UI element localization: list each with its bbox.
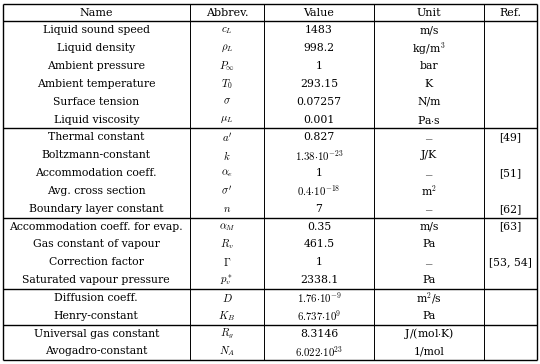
Text: 1483: 1483 xyxy=(305,25,333,35)
Text: Accommodation coeff.: Accommodation coeff. xyxy=(36,168,157,178)
Text: Pa: Pa xyxy=(422,311,436,321)
Text: 8.3146: 8.3146 xyxy=(300,329,338,339)
Text: [53, 54]: [53, 54] xyxy=(489,257,532,267)
Text: Gas constant of vapour: Gas constant of vapour xyxy=(33,240,160,249)
Text: 1: 1 xyxy=(315,61,322,71)
Text: 0.001: 0.001 xyxy=(303,115,335,124)
Text: Thermal constant: Thermal constant xyxy=(48,132,144,142)
Text: $p_v^*$: $p_v^*$ xyxy=(220,272,233,288)
Text: $\sigma'$: $\sigma'$ xyxy=(221,185,233,197)
Text: Boundary layer constant: Boundary layer constant xyxy=(29,204,164,214)
Text: Value: Value xyxy=(303,8,334,17)
Text: Avogadro-constant: Avogadro-constant xyxy=(45,347,147,356)
Text: $\alpha_M$: $\alpha_M$ xyxy=(219,221,235,233)
Text: 0.827: 0.827 xyxy=(303,132,335,142)
Text: $\alpha_e$: $\alpha_e$ xyxy=(221,167,233,179)
Text: Diffusion coeff.: Diffusion coeff. xyxy=(55,293,138,303)
Text: 1: 1 xyxy=(315,257,322,267)
Text: 0.35: 0.35 xyxy=(307,222,331,232)
Text: 0.07257: 0.07257 xyxy=(296,97,341,107)
Text: $N_A$: $N_A$ xyxy=(219,344,235,359)
Text: $6.022{\cdot}10^{23}$: $6.022{\cdot}10^{23}$ xyxy=(295,344,343,359)
Text: $1.38{\cdot}10^{-23}$: $1.38{\cdot}10^{-23}$ xyxy=(295,148,343,162)
Text: Accommodation coeff. for evap.: Accommodation coeff. for evap. xyxy=(9,222,183,232)
Text: Ambient pressure: Ambient pressure xyxy=(48,61,145,71)
Text: kg/m$^3$: kg/m$^3$ xyxy=(412,40,445,56)
Text: $\sigma$: $\sigma$ xyxy=(223,97,231,107)
Text: 2338.1: 2338.1 xyxy=(300,275,338,285)
Text: Universal gas constant: Universal gas constant xyxy=(33,329,159,339)
Text: bar: bar xyxy=(420,61,438,71)
Text: $\rho_L$: $\rho_L$ xyxy=(221,43,233,54)
Text: $c_L$: $c_L$ xyxy=(221,25,233,36)
Text: $-$: $-$ xyxy=(424,204,434,214)
Text: $\Gamma$: $\Gamma$ xyxy=(223,256,231,268)
Text: m$^2$/s: m$^2$/s xyxy=(416,290,442,306)
Text: Boltzmann-constant: Boltzmann-constant xyxy=(42,150,151,160)
Text: $1.76{\cdot}10^{-9}$: $1.76{\cdot}10^{-9}$ xyxy=(296,291,341,305)
Text: $P_\infty$: $P_\infty$ xyxy=(219,59,235,73)
Text: $\mu_L$: $\mu_L$ xyxy=(220,114,234,125)
Text: Liquid sound speed: Liquid sound speed xyxy=(43,25,150,35)
Text: 293.15: 293.15 xyxy=(300,79,338,89)
Text: [49]: [49] xyxy=(500,132,522,142)
Text: Pa: Pa xyxy=(422,240,436,249)
Text: Pa: Pa xyxy=(422,275,436,285)
Text: Avg. cross section: Avg. cross section xyxy=(47,186,146,196)
Text: $T_0$: $T_0$ xyxy=(221,77,233,91)
Text: $6.737{\cdot}10^{9}$: $6.737{\cdot}10^{9}$ xyxy=(297,309,341,323)
Text: Liquid density: Liquid density xyxy=(57,43,136,53)
Text: $0.4{\cdot}10^{-18}$: $0.4{\cdot}10^{-18}$ xyxy=(298,184,341,198)
Text: m/s: m/s xyxy=(419,25,438,35)
Text: $-$: $-$ xyxy=(424,168,434,178)
Text: Abbrev.: Abbrev. xyxy=(206,8,248,17)
Text: Liquid viscosity: Liquid viscosity xyxy=(53,115,139,124)
Text: $n$: $n$ xyxy=(223,204,231,214)
Text: J/K: J/K xyxy=(421,150,437,160)
Text: 998.2: 998.2 xyxy=(303,43,335,53)
Text: Pa$\cdot$s: Pa$\cdot$s xyxy=(417,114,441,126)
Text: 461.5: 461.5 xyxy=(303,240,335,249)
Text: Unit: Unit xyxy=(416,8,441,17)
Text: [62]: [62] xyxy=(500,204,522,214)
Text: Henry-constant: Henry-constant xyxy=(54,311,139,321)
Text: N/m: N/m xyxy=(417,97,441,107)
Text: Name: Name xyxy=(79,8,113,17)
Text: $-$: $-$ xyxy=(424,132,434,142)
Text: [51]: [51] xyxy=(500,168,522,178)
Text: $-$: $-$ xyxy=(424,257,434,267)
Text: $R_g$: $R_g$ xyxy=(220,327,234,341)
Text: Correction factor: Correction factor xyxy=(49,257,144,267)
Text: m/s: m/s xyxy=(419,222,438,232)
Text: m$^2$: m$^2$ xyxy=(421,184,437,198)
Text: 1: 1 xyxy=(315,168,322,178)
Text: [63]: [63] xyxy=(500,222,522,232)
Text: Ref.: Ref. xyxy=(500,8,522,17)
Text: $k$: $k$ xyxy=(223,149,231,162)
Text: $a'$: $a'$ xyxy=(222,131,232,144)
Text: 7: 7 xyxy=(315,204,322,214)
Text: J/(mol$\cdot$K): J/(mol$\cdot$K) xyxy=(404,326,454,341)
Text: 1/mol: 1/mol xyxy=(414,347,444,356)
Text: Surface tension: Surface tension xyxy=(53,97,139,107)
Text: Saturated vapour pressure: Saturated vapour pressure xyxy=(23,275,170,285)
Text: Ambient temperature: Ambient temperature xyxy=(37,79,156,89)
Text: K: K xyxy=(425,79,433,89)
Text: $R_v$: $R_v$ xyxy=(220,237,234,252)
Text: $K_B$: $K_B$ xyxy=(219,309,235,323)
Text: $D$: $D$ xyxy=(221,292,232,304)
